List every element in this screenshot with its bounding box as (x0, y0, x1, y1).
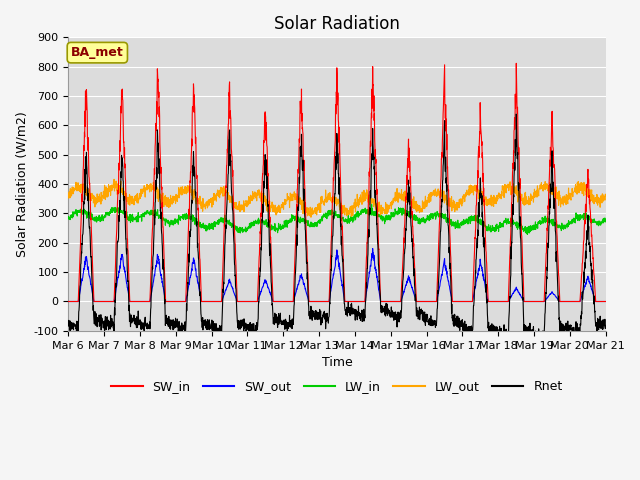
Title: Solar Radiation: Solar Radiation (274, 15, 400, 33)
Text: BA_met: BA_met (71, 46, 124, 59)
X-axis label: Time: Time (321, 356, 353, 369)
Legend: SW_in, SW_out, LW_in, LW_out, Rnet: SW_in, SW_out, LW_in, LW_out, Rnet (106, 375, 568, 398)
Y-axis label: Solar Radiation (W/m2): Solar Radiation (W/m2) (15, 111, 28, 257)
